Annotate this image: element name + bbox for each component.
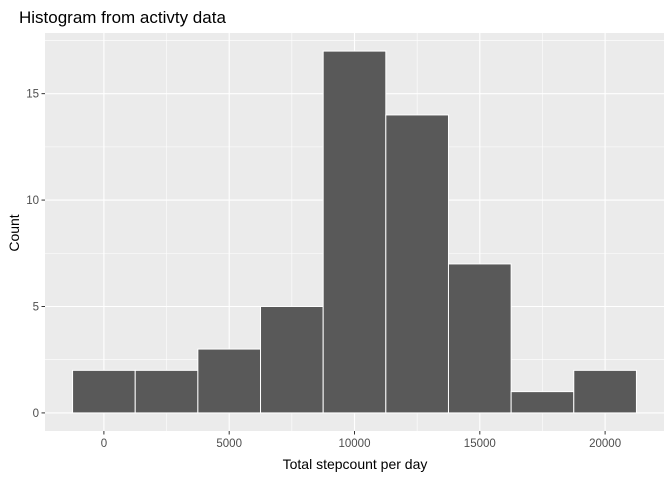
y-tick-label: 5 — [33, 301, 39, 313]
x-tick-label: 0 — [101, 438, 107, 450]
histogram-bar — [322, 50, 387, 414]
histogram-bars — [72, 50, 637, 414]
y-tick-label: 0 — [33, 408, 39, 420]
histogram-bar — [385, 114, 449, 414]
x-tick-label: 15000 — [464, 438, 496, 450]
histogram-bar — [134, 369, 199, 414]
x-axis: 0 5000 10000 15000 20000 — [101, 431, 621, 450]
histogram-bar — [197, 348, 262, 414]
y-tick-label: 10 — [26, 195, 39, 207]
y-tick-label: 15 — [26, 89, 39, 101]
x-tick-label: 10000 — [339, 438, 371, 450]
histogram-bar — [447, 263, 512, 414]
chart-title: Histogram from activty data — [19, 8, 226, 27]
histogram-bar — [573, 369, 637, 414]
y-axis: 0 5 10 15 — [26, 89, 45, 420]
histogram-bar — [510, 391, 575, 414]
histogram-bar — [72, 369, 136, 414]
x-tick-label: 5000 — [216, 438, 242, 450]
histogram-bar — [260, 305, 324, 414]
y-axis-title: Count — [6, 214, 22, 251]
x-tick-label: 20000 — [589, 438, 621, 450]
x-axis-title: Total stepcount per day — [283, 456, 428, 472]
